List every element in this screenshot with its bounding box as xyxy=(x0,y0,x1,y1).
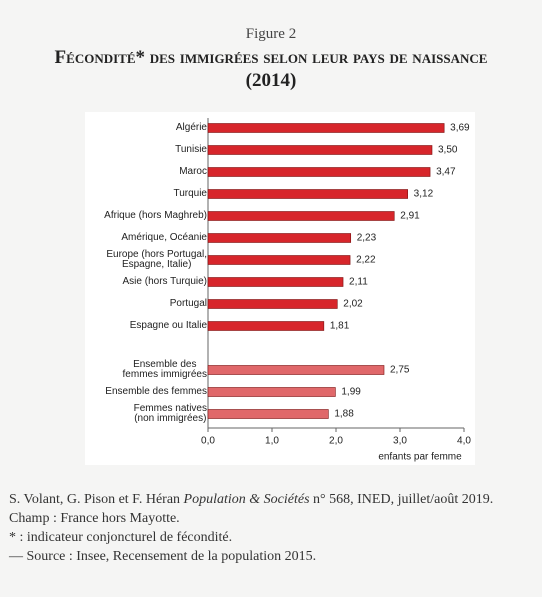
scope: Champ : France hors Mayotte. xyxy=(9,511,180,526)
bar xyxy=(207,123,445,133)
category-label: Femmes natives (non immigrées) xyxy=(133,403,207,424)
category-label: Ensemble des femmes immigrées xyxy=(122,359,207,380)
x-tick-label: 1,0 xyxy=(265,436,279,447)
value-label: 2,02 xyxy=(343,299,363,310)
category-label: Ensemble des femmes xyxy=(105,386,207,397)
bar xyxy=(207,167,431,177)
x-tick-label: 0,0 xyxy=(201,436,215,447)
category-label: Portugal xyxy=(169,298,207,309)
category-label: Asie (hors Turquie) xyxy=(122,276,207,287)
category-label: Europe (hors Portugal, Espagne, Italie) xyxy=(106,249,207,270)
citation-ref: n° 568, INED, juillet/août 2019. xyxy=(309,492,494,507)
bar xyxy=(207,365,385,375)
source: — Source : Insee, Recensement de la popu… xyxy=(9,549,317,564)
category-label: Afrique (hors Maghreb) xyxy=(104,210,207,221)
value-label: 1,88 xyxy=(334,409,354,420)
value-label: 1,99 xyxy=(341,387,361,398)
bar xyxy=(207,321,325,331)
value-label: 3,50 xyxy=(438,145,458,156)
x-tick-label: 3,0 xyxy=(393,436,407,447)
category-label: Espagne ou Italie xyxy=(129,320,207,331)
citation-journal: Population & Sociétés xyxy=(183,492,310,507)
chart: 0,0 1,0 2,0 3,0 4,0 enfants par femme 3,69 3,50… xyxy=(85,112,475,465)
bar xyxy=(207,277,344,287)
x-axis-label: enfants par femme xyxy=(378,452,462,463)
chart-svg: 0,0 1,0 2,0 3,0 4,0 enfants par femme 3,69 3,50… xyxy=(201,118,471,463)
x-tick-label: 4,0 xyxy=(457,436,471,447)
bar xyxy=(207,299,338,309)
citation-authors: S. Volant, G. Pison et F. Héran xyxy=(9,492,184,507)
footnote: * : indicateur conjoncturel de fécondité… xyxy=(9,530,233,545)
x-tick-label: 2,0 xyxy=(329,436,343,447)
bar xyxy=(207,233,352,243)
category-label: Tunisie xyxy=(175,144,207,155)
category-label: Turquie xyxy=(173,188,207,199)
bar xyxy=(207,145,433,155)
bar xyxy=(207,255,351,265)
category-label: Maroc xyxy=(179,166,207,177)
chart-title: Fécondité* des immigrées selon leur pays… xyxy=(54,47,488,91)
value-label: 2,11 xyxy=(349,277,368,288)
value-label: 2,22 xyxy=(356,255,376,266)
value-label: 1,81 xyxy=(330,321,350,332)
value-label: 3,69 xyxy=(450,123,470,134)
figure-label: Figure 2 xyxy=(245,26,297,42)
bar xyxy=(207,189,408,199)
value-label: 2,75 xyxy=(390,365,410,376)
category-label: Amérique, Océanie xyxy=(121,232,207,243)
value-label: 2,23 xyxy=(357,233,377,244)
citation: S. Volant, G. Pison et F. Héran Populati… xyxy=(9,490,493,509)
notes: S. Volant, G. Pison et F. Héran Populati… xyxy=(9,490,493,566)
bar xyxy=(207,409,329,419)
value-label: 3,47 xyxy=(436,167,456,178)
bar xyxy=(207,211,395,221)
category-label: Algérie xyxy=(175,122,207,133)
value-label: 3,12 xyxy=(414,189,434,200)
value-label: 2,91 xyxy=(400,211,420,222)
bar xyxy=(207,387,336,397)
